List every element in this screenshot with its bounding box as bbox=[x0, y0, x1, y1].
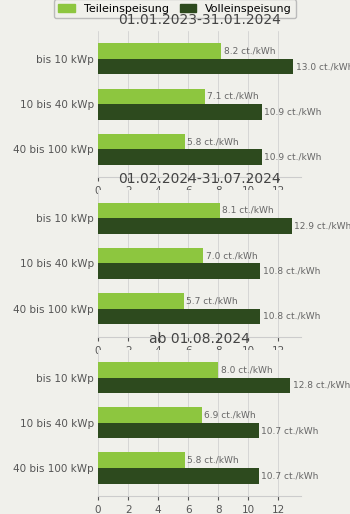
Bar bbox=[98, 309, 260, 324]
Bar bbox=[98, 218, 292, 234]
Bar bbox=[98, 43, 221, 59]
Text: 8.1 ct./kWh: 8.1 ct./kWh bbox=[222, 206, 274, 215]
Text: 10.7 ct./kWh: 10.7 ct./kWh bbox=[261, 471, 319, 480]
Text: 7.1 ct./kWh: 7.1 ct./kWh bbox=[207, 92, 259, 101]
Text: 8.2 ct./kWh: 8.2 ct./kWh bbox=[224, 47, 275, 56]
Text: 10.7 ct./kWh: 10.7 ct./kWh bbox=[261, 426, 319, 435]
Text: 10.8 ct./kWh: 10.8 ct./kWh bbox=[262, 267, 320, 276]
Text: 6.9 ct./kWh: 6.9 ct./kWh bbox=[204, 411, 256, 419]
Bar bbox=[98, 377, 290, 393]
Bar bbox=[98, 248, 203, 264]
Text: 5.7 ct./kWh: 5.7 ct./kWh bbox=[186, 297, 238, 305]
Text: 12.9 ct./kWh: 12.9 ct./kWh bbox=[294, 222, 350, 230]
X-axis label: Vergütungssatz (ct./kWh): Vergütungssatz (ct./kWh) bbox=[133, 199, 266, 209]
Text: 5.8 ct./kWh: 5.8 ct./kWh bbox=[188, 137, 239, 146]
Title: ab 01.08.2024: ab 01.08.2024 bbox=[149, 332, 250, 345]
Title: 01.01.2023-31.01.2024: 01.01.2023-31.01.2024 bbox=[118, 13, 281, 27]
Bar bbox=[98, 203, 220, 218]
Bar bbox=[98, 59, 294, 75]
X-axis label: Vergütungssatz (ct./kWh): Vergütungssatz (ct./kWh) bbox=[133, 358, 266, 369]
Legend: Teileinspeisung, Volleinspeisung: Teileinspeisung, Volleinspeisung bbox=[54, 0, 296, 19]
Bar bbox=[98, 150, 262, 165]
Text: 10.8 ct./kWh: 10.8 ct./kWh bbox=[262, 312, 320, 321]
Bar bbox=[98, 452, 185, 468]
Bar bbox=[98, 407, 202, 423]
Text: 10.9 ct./kWh: 10.9 ct./kWh bbox=[264, 153, 322, 161]
Bar bbox=[98, 134, 185, 150]
Text: 8.0 ct./kWh: 8.0 ct./kWh bbox=[220, 365, 272, 374]
Bar bbox=[98, 293, 184, 309]
Bar bbox=[98, 362, 218, 377]
Bar bbox=[98, 263, 260, 279]
Text: 5.8 ct./kWh: 5.8 ct./kWh bbox=[188, 456, 239, 465]
Bar bbox=[98, 88, 205, 104]
Bar bbox=[98, 423, 259, 438]
Text: 12.8 ct./kWh: 12.8 ct./kWh bbox=[293, 381, 350, 390]
Text: 10.9 ct./kWh: 10.9 ct./kWh bbox=[264, 107, 322, 116]
Title: 01.02.2024-31.07.2024: 01.02.2024-31.07.2024 bbox=[118, 172, 281, 186]
Bar bbox=[98, 468, 259, 484]
Text: 7.0 ct./kWh: 7.0 ct./kWh bbox=[205, 251, 257, 260]
Bar bbox=[98, 104, 262, 120]
Text: 13.0 ct./kWh: 13.0 ct./kWh bbox=[296, 62, 350, 71]
